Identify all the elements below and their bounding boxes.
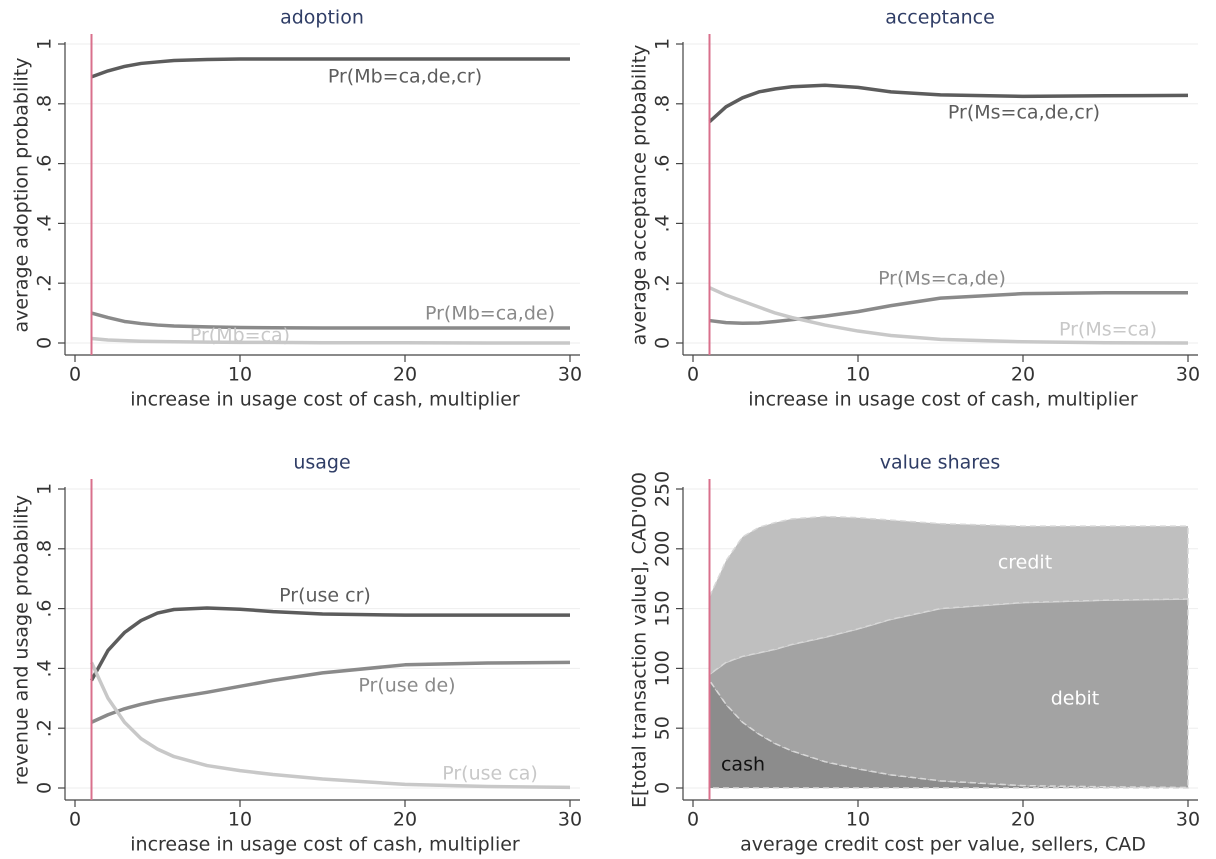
- series-label: Pr(Mb=ca,de,cr): [328, 66, 482, 88]
- x-tick-label: 20: [393, 364, 417, 386]
- y-tick-label: 1: [34, 483, 56, 495]
- series-label: Pr(Mb=ca,de): [425, 303, 555, 325]
- y-axis-title: revenue and usage probability: [11, 495, 33, 785]
- x-tick-label: 30: [1176, 364, 1200, 386]
- y-tick-label: .8: [34, 95, 56, 113]
- y-tick-label: 100: [652, 650, 674, 686]
- area: [708, 515, 1189, 676]
- chart-title: usage: [293, 452, 350, 474]
- y-tick-label: 0: [34, 337, 56, 349]
- y-tick-label: .6: [34, 600, 56, 618]
- y-tick-label: 0: [652, 782, 674, 794]
- series-line: [709, 291, 1188, 326]
- area: [708, 598, 1189, 789]
- x-tick-label: 30: [1176, 809, 1200, 831]
- y-tick-label: 50: [652, 716, 674, 740]
- series-label: Pr(Ms=ca): [1059, 319, 1157, 341]
- x-tick-label: 20: [1011, 809, 1035, 831]
- x-axis-title: increase in usage cost of cash, multipli…: [130, 389, 520, 411]
- chart-title: acceptance: [885, 7, 995, 29]
- series-line: [708, 83, 1189, 124]
- x-axis-title: increase in usage cost of cash, multipli…: [748, 389, 1138, 411]
- series-label: Pr(Ms=ca,de,cr): [948, 102, 1100, 124]
- y-tick-label: .2: [34, 274, 56, 292]
- x-tick-label: 0: [687, 364, 699, 386]
- x-tick-label: 30: [558, 364, 582, 386]
- y-tick-label: .8: [34, 540, 56, 558]
- y-tick-label: 200: [652, 531, 674, 567]
- series-label: cash: [721, 754, 765, 776]
- y-tick-label: .2: [34, 719, 56, 737]
- y-tick-label: .6: [34, 155, 56, 173]
- x-tick-label: 0: [687, 809, 699, 831]
- y-tick-label: .4: [34, 214, 56, 232]
- y-tick-label: 250: [652, 471, 674, 507]
- y-tick-label: .4: [34, 659, 56, 677]
- x-axis-title: average credit cost per value, sellers, …: [740, 834, 1146, 856]
- series-line: [89, 606, 570, 682]
- y-tick-label: 1: [652, 38, 674, 50]
- series-label: Pr(use de): [358, 675, 455, 697]
- x-tick-label: 10: [846, 809, 870, 831]
- series-line: [91, 336, 570, 345]
- chart-title: adoption: [280, 7, 364, 29]
- x-tick-label: 0: [69, 364, 81, 386]
- x-tick-label: 10: [846, 364, 870, 386]
- y-axis-title: average adoption probability: [11, 57, 33, 332]
- y-tick-label: .2: [652, 274, 674, 292]
- y-tick-label: 1: [34, 38, 56, 50]
- x-tick-label: 10: [228, 364, 252, 386]
- y-tick-label: .8: [652, 95, 674, 113]
- x-tick-label: 20: [1011, 364, 1035, 386]
- y-axis-title: average acceptance probability: [629, 45, 651, 346]
- y-tick-label: 0: [34, 782, 56, 794]
- x-tick-label: 10: [228, 809, 252, 831]
- series-line: [90, 660, 571, 724]
- y-tick-label: 0: [652, 337, 674, 349]
- y-tick-label: 150: [652, 590, 674, 626]
- series-line: [91, 311, 570, 330]
- series-label: Pr(Mb=ca): [190, 325, 290, 347]
- chart-title: value shares: [880, 452, 1001, 474]
- series-line: [89, 661, 571, 790]
- series-line: [708, 286, 1189, 345]
- y-tick-label: .4: [652, 214, 674, 232]
- series-label: Pr(use cr): [279, 585, 371, 607]
- series-label: credit: [998, 552, 1052, 574]
- x-axis-title: increase in usage cost of cash, multipli…: [130, 834, 520, 856]
- series-label: Pr(Ms=ca,de): [878, 268, 1006, 290]
- series-label: Pr(use ca): [442, 763, 538, 785]
- series-label: debit: [1051, 688, 1100, 710]
- series-line: [90, 57, 570, 79]
- x-tick-label: 0: [69, 809, 81, 831]
- area: [708, 677, 1189, 789]
- y-tick-label: .6: [652, 155, 674, 173]
- x-tick-label: 30: [558, 809, 582, 831]
- y-axis-title: E[total transaction value], CAD'000: [629, 472, 651, 808]
- x-tick-label: 20: [393, 809, 417, 831]
